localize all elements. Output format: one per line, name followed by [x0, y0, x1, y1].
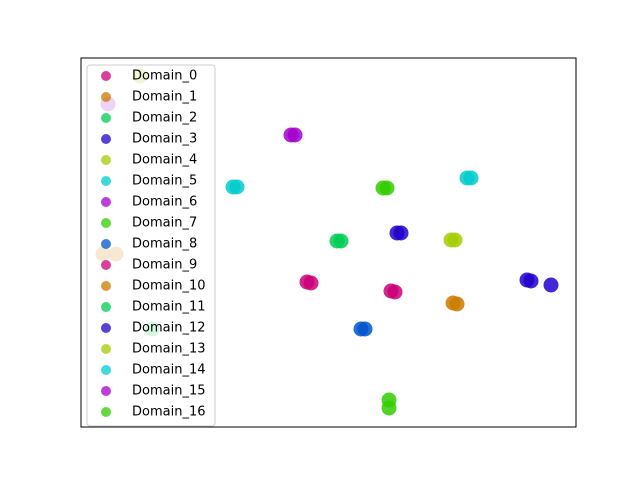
legend-marker	[101, 365, 111, 375]
legend-marker	[101, 239, 111, 249]
legend-marker	[101, 113, 111, 123]
legend-marker	[101, 92, 111, 102]
legend-label: Domain_13	[132, 342, 206, 357]
legend-box	[86, 64, 216, 427]
point	[379, 180, 395, 196]
legend-marker	[101, 407, 111, 417]
legend-marker	[101, 155, 111, 165]
legend-label: Domain_11	[132, 300, 206, 315]
legend-label: Domain_16	[132, 405, 206, 420]
point	[387, 284, 403, 300]
legend-label: Domain_4	[132, 153, 197, 168]
legend-marker	[101, 176, 111, 186]
legend-marker	[101, 386, 111, 396]
legend-marker	[101, 218, 111, 228]
legend-label: Domain_2	[132, 111, 197, 126]
legend-label: Domain_6	[132, 195, 197, 210]
legend-marker	[101, 302, 111, 312]
legend-marker	[101, 260, 111, 270]
point	[449, 296, 465, 312]
legend-marker	[101, 281, 111, 291]
legend-marker	[101, 323, 111, 333]
point	[303, 275, 319, 291]
legend-label: Domain_15	[132, 384, 206, 399]
legend-label: Domain_10	[132, 279, 206, 294]
point	[229, 179, 245, 195]
legend-label: Domain_12	[132, 321, 206, 336]
legend-marker	[101, 71, 111, 81]
legend-marker	[101, 197, 111, 207]
point	[393, 225, 409, 241]
point	[543, 277, 559, 293]
legend: Domain_0 Domain_1 Domain_2 Domain_3 Domain_4…	[86, 64, 216, 427]
legend-label: Domain_5	[132, 174, 197, 189]
point	[463, 170, 479, 186]
point	[287, 127, 303, 143]
point	[381, 400, 397, 416]
point	[357, 321, 373, 337]
legend-label: Domain_9	[132, 258, 197, 273]
legend-label: Domain_7	[132, 216, 197, 231]
legend-label: Domain_14	[132, 363, 206, 378]
point	[447, 232, 463, 248]
legend-label: Domain_1	[132, 90, 197, 105]
plot-frame	[80, 57, 577, 428]
legend-marker	[101, 134, 111, 144]
point	[333, 233, 349, 249]
legend-label: Domain_3	[132, 132, 197, 147]
legend-label: Domain_8	[132, 237, 197, 252]
legend-label: Domain_0	[132, 69, 197, 84]
point	[523, 273, 539, 289]
legend-marker	[101, 344, 111, 354]
